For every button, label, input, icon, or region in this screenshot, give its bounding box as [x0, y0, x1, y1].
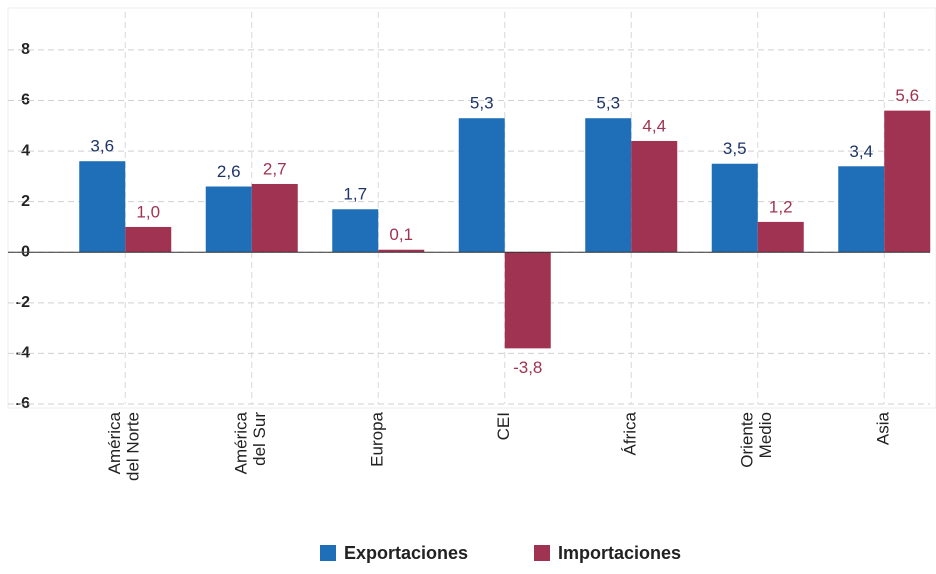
bar [504, 252, 551, 349]
bar [585, 118, 632, 253]
value-label: 1,0 [136, 202, 160, 221]
x-tick-label: Europa [368, 411, 387, 466]
x-tick-label: CEI [494, 412, 513, 440]
bar [711, 163, 758, 253]
bar [757, 221, 804, 253]
legend-label: Importaciones [558, 543, 681, 563]
bar [79, 161, 126, 253]
bar [458, 118, 505, 253]
bar [125, 226, 172, 253]
x-tick-label: Asia [874, 411, 893, 445]
bar [251, 183, 298, 253]
value-label: 0,1 [389, 225, 413, 244]
value-label: 2,6 [217, 162, 241, 181]
x-tick-label: Américadel Sur [232, 411, 270, 474]
bar [631, 140, 678, 253]
y-tick-label: 6 [21, 92, 30, 109]
value-label: 1,2 [769, 197, 793, 216]
value-label: -3,8 [513, 358, 542, 377]
value-label: 4,4 [642, 116, 666, 135]
legend-swatch [534, 545, 550, 561]
value-label: 1,7 [343, 185, 367, 204]
bar [332, 209, 379, 253]
value-label: 3,6 [90, 137, 114, 156]
y-tick-label: 2 [21, 193, 30, 210]
value-label: 5,3 [470, 94, 494, 113]
bar [884, 110, 931, 253]
value-label: 5,3 [596, 94, 620, 113]
bar [838, 166, 885, 253]
x-tick-label: Américadel Norte [105, 411, 143, 481]
value-label: 5,6 [895, 86, 919, 105]
x-tick-label: África [621, 411, 640, 455]
value-label: 3,5 [723, 139, 747, 158]
bar [378, 249, 425, 253]
bar [205, 186, 252, 253]
x-tick-label: OrienteMedio [738, 412, 776, 468]
legend-swatch [320, 545, 336, 561]
value-label: 2,7 [263, 159, 287, 178]
legend-label: Exportaciones [344, 543, 468, 563]
y-tick-label: 4 [21, 142, 30, 159]
value-label: 3,4 [849, 142, 873, 161]
y-tick-label: 8 [21, 41, 30, 58]
